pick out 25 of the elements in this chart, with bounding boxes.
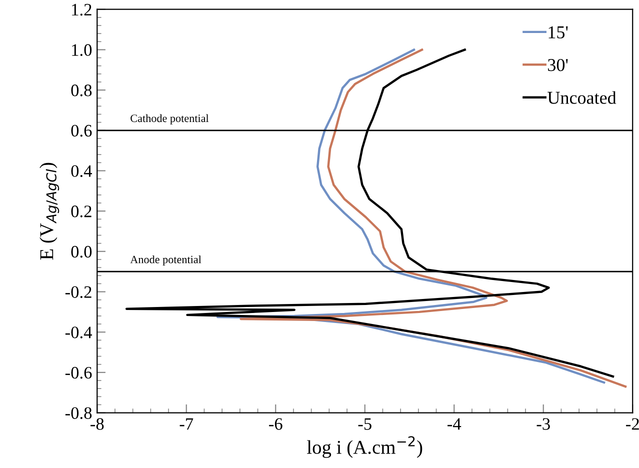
x-tick-label: -2 [626,418,639,430]
y-tick-label: 0.4 [71,165,92,177]
x-axis-title: log i (A.cm$^{−2}$) [307,436,422,458]
x-tick-label: -7 [180,418,194,430]
y-tick-label: -0.4 [65,326,92,338]
y-tick-label: -0.8 [65,407,92,420]
y-tick-label: 0.6 [71,124,92,137]
legend-label: 30' [548,58,568,72]
y-tick-label: 0.0 [71,246,92,258]
y-tick-label: 0.2 [71,206,92,218]
y-axis-title: E (V$_{Ag/AgCl}$) [40,162,60,260]
x-tick-label: -3 [536,418,550,430]
legend-label: 15' [548,26,568,38]
y-tick-label: 1.2 [72,4,92,16]
ref-line-label: Anode potential [130,255,202,266]
y-tick-label: 0.8 [71,84,92,96]
y-tick-label: -0.6 [65,366,92,379]
x-tick-label: -8 [90,418,104,430]
x-tick-label: -6 [269,418,282,430]
y-tick-label: 1.0 [72,44,92,56]
ref-line-label: Cathode potential [130,114,209,124]
x-tick-label: -4 [448,418,462,430]
y-tick-label: -0.2 [65,286,92,298]
x-tick-label: -5 [358,418,372,430]
legend-label: Uncoated [548,91,616,104]
